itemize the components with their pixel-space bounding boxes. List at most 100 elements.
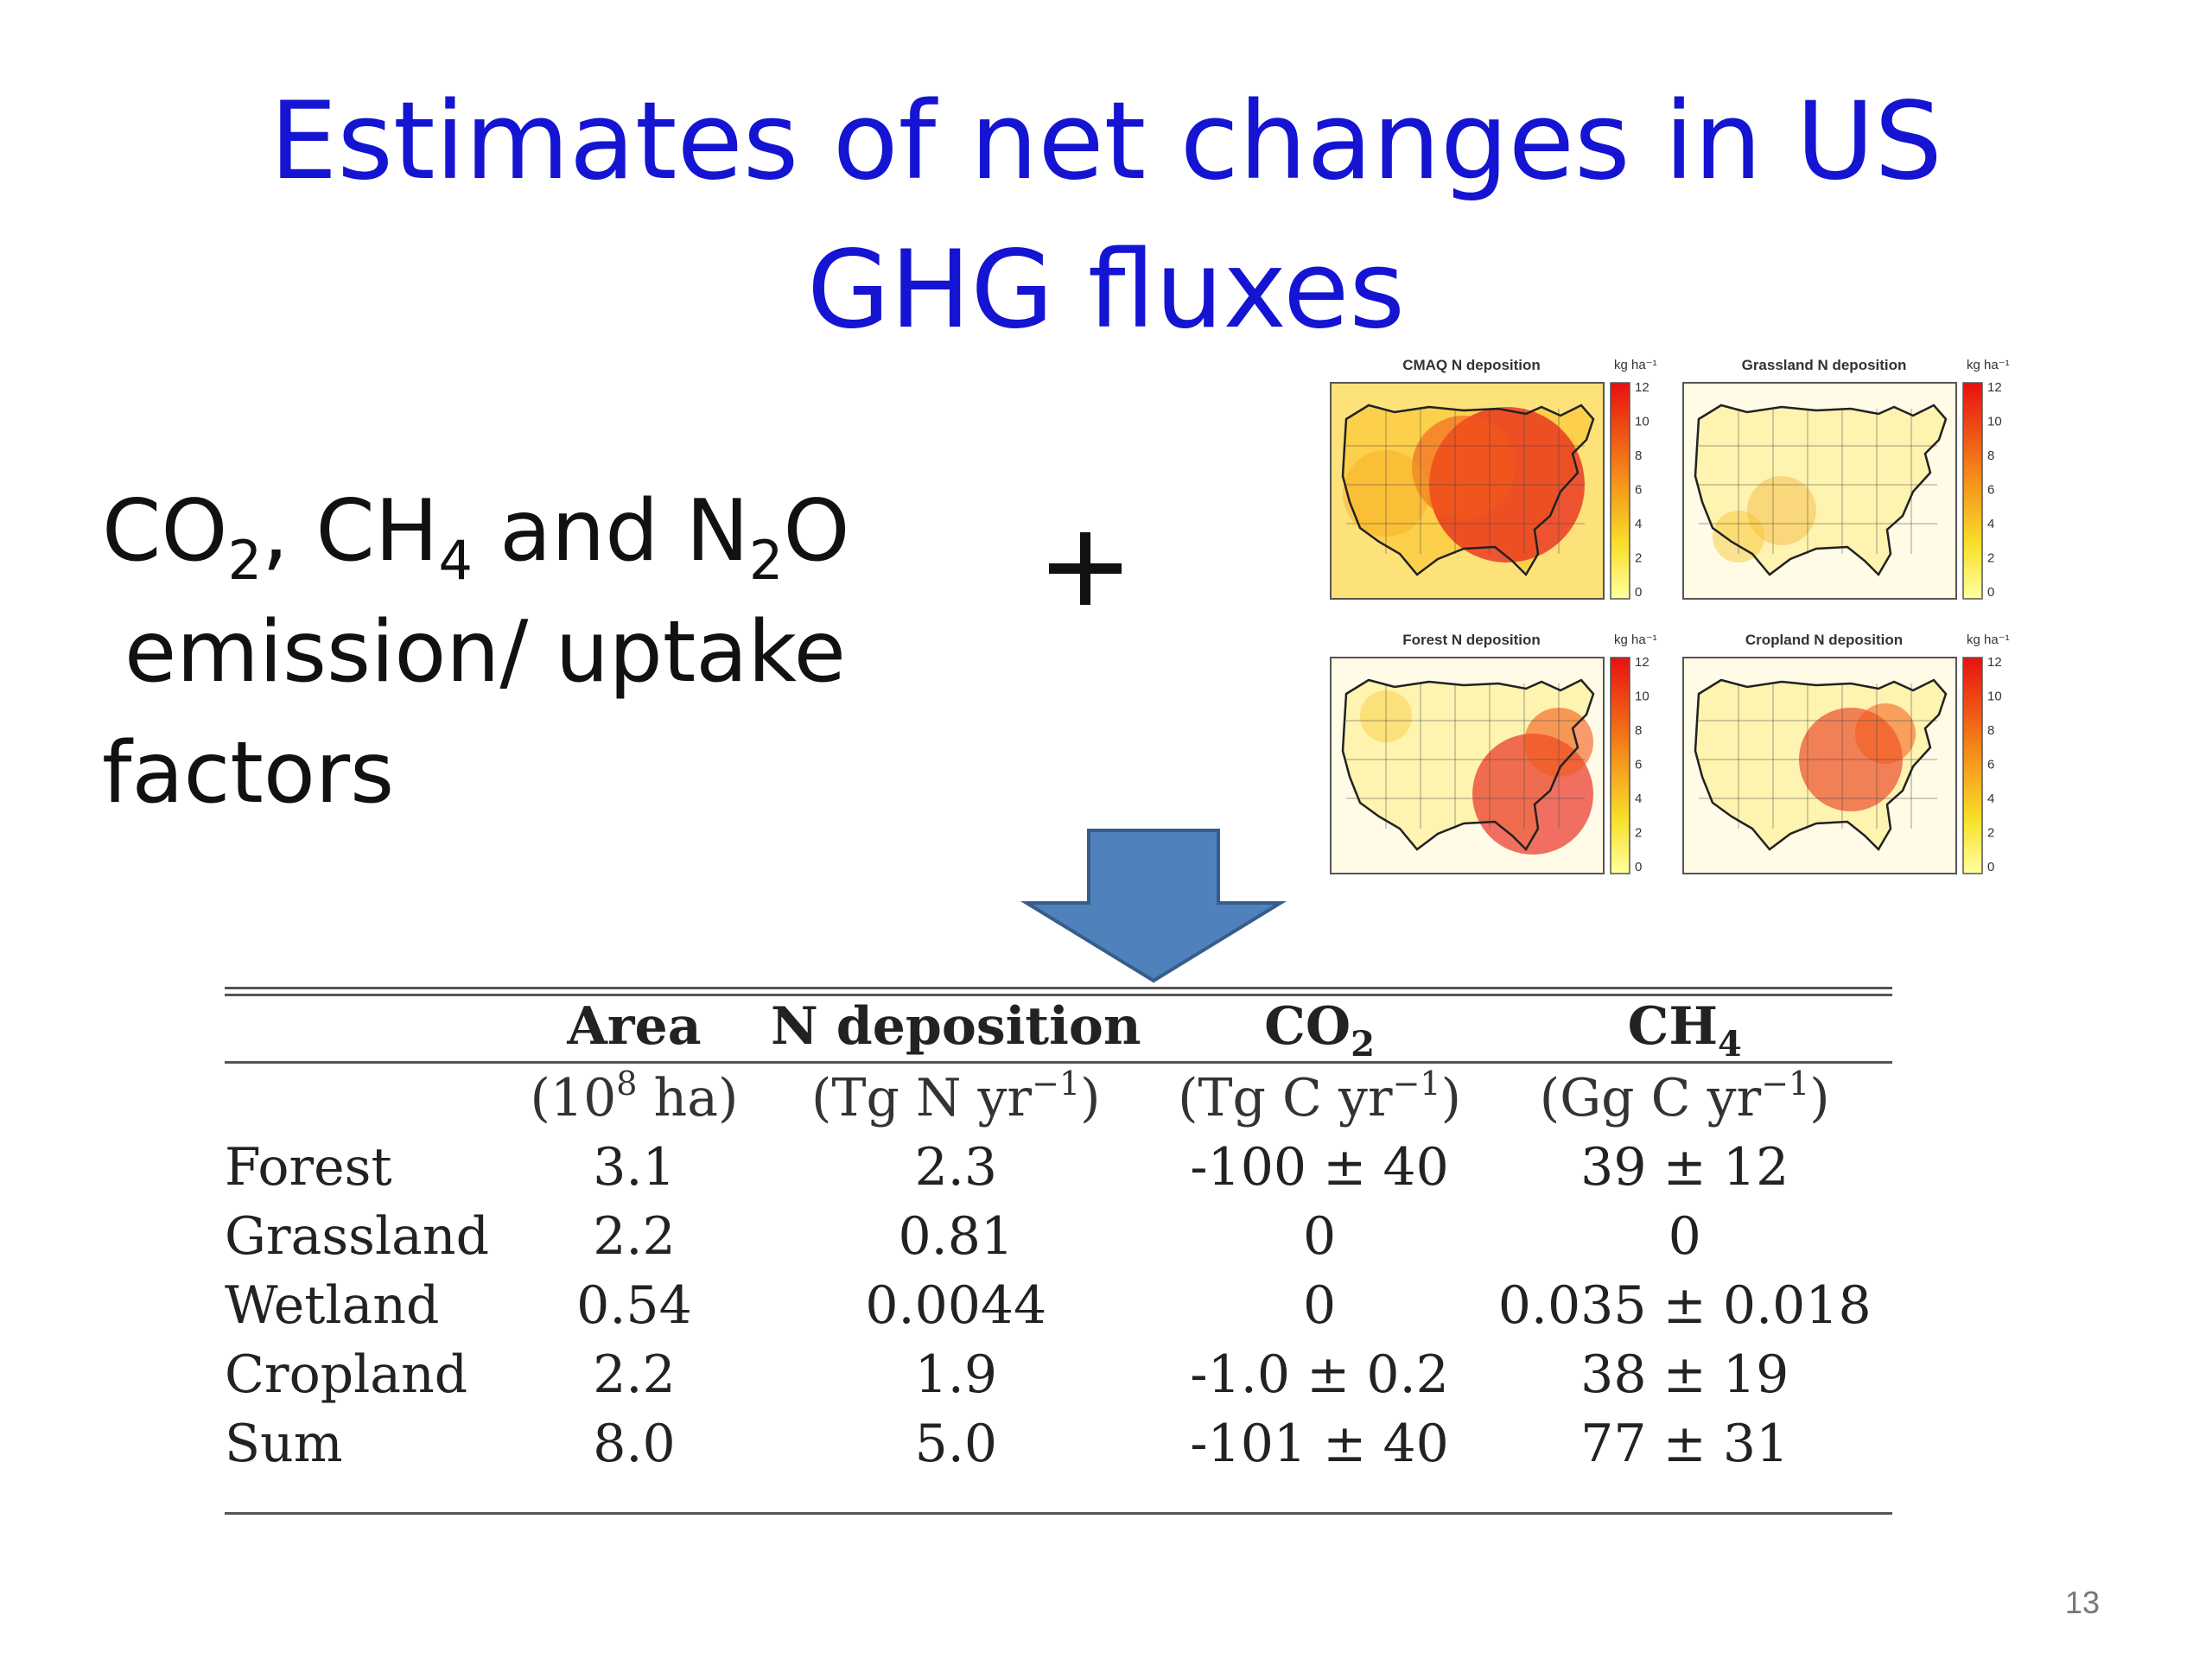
table-units-row: (108 ha) (Tg N yr−1) (Tg C yr−1) (Gg C y… [225, 1063, 1892, 1134]
table-row: Sum 8.0 5.0 -101 ± 40 77 ± 31 [225, 1409, 1892, 1478]
cell-area: 3.1 [593, 1137, 676, 1198]
table-header-row: Area N deposition CO2 CH4 [225, 992, 1892, 1063]
colorbar-tick-label: 4 [1987, 517, 1994, 531]
cell-ch4: 0.035 ± 0.018 [1497, 1275, 1872, 1336]
row-name: Grassland [225, 1206, 489, 1267]
map-title: CMAQ N deposition [1402, 357, 1541, 373]
colorbar-tick-label: 2 [1987, 551, 1994, 566]
cell-area: 2.2 [593, 1206, 676, 1267]
map-grassland: Grassland N deposition kg ha⁻¹ 12 10 8 6 4 2 0 [1681, 350, 2031, 609]
cell-co2: 0 [1302, 1206, 1337, 1267]
flux-table-wrap: Area N deposition CO2 CH4 (108 ha) (Tg N… [225, 987, 1892, 1515]
header-ndep: N deposition [771, 996, 1141, 1057]
colorbar-tick-label: 6 [1987, 483, 1994, 498]
us-map-graphic: 12 10 8 6 4 2 0 [1682, 381, 2002, 600]
gases-line: CO2, CH4 and N2O [102, 482, 850, 592]
emission-uptake-line: emission/ uptake [124, 603, 846, 702]
header-area: Area [567, 996, 702, 1057]
map-unit: kg ha⁻¹ [1967, 358, 2010, 372]
table-bottom-rule [225, 1512, 1892, 1515]
cell-ch4: 39 ± 12 [1580, 1137, 1789, 1198]
map-cropland: Cropland N deposition kg ha⁻¹ 12 10 8 6 4 2 0 [1681, 625, 2031, 884]
cell-ndep: 0.81 [898, 1206, 1014, 1267]
slide-title-line2: GHG fluxes [807, 228, 1405, 353]
map-unit: kg ha⁻¹ [1614, 358, 1657, 372]
page-number: 13 [2065, 1585, 2101, 1620]
unit-ch4: (Gg C yr−1) [1539, 1065, 1830, 1128]
colorbar-tick-label: 4 [1635, 791, 1642, 806]
map-title: Cropland N deposition [1745, 632, 1904, 648]
slide-title-line1: Estimates of net changes in US [270, 79, 1942, 204]
down-arrow-icon [1020, 829, 1287, 983]
us-map-graphic: 12 10 8 6 4 2 0 [1330, 381, 1649, 600]
cell-area: 2.2 [593, 1344, 676, 1405]
map-unit: kg ha⁻¹ [1614, 632, 1657, 647]
cell-co2: 0 [1302, 1275, 1337, 1336]
colorbar-tick-label: 8 [1987, 448, 1994, 463]
colorbar-tick-label: 6 [1635, 758, 1642, 772]
row-name: Forest [225, 1137, 392, 1198]
map-unit: kg ha⁻¹ [1967, 632, 2010, 647]
colorbar-tick-label: 2 [1635, 551, 1642, 566]
units-empty [225, 1063, 518, 1134]
colorbar-tick-label: 0 [1987, 585, 1994, 600]
emission-factors-text: CO2, CH4 and N2O emission/ uptake factor… [102, 471, 850, 834]
table-row: Forest 3.1 2.3 -100 ± 40 39 ± 12 [225, 1133, 1892, 1202]
row-name: Cropland [225, 1344, 468, 1405]
table-row: Grassland 2.2 0.81 0 0 [225, 1202, 1892, 1271]
colorbar-tick-label: 10 [1987, 415, 2002, 429]
colorbar-tick-label: 10 [1635, 415, 1649, 429]
table-row: Wetland 0.54 0.0044 0 0.035 ± 0.018 [225, 1271, 1892, 1340]
table-top-rule-2 [225, 994, 1892, 996]
colorbar-tick-label: 12 [1635, 656, 1649, 670]
cell-ch4: 38 ± 19 [1580, 1344, 1789, 1405]
colorbar-tick-label: 2 [1635, 826, 1642, 841]
cell-ndep: 2.3 [914, 1137, 998, 1198]
colorbar-tick-label: 8 [1987, 723, 1994, 738]
cell-area: 0.54 [576, 1275, 692, 1336]
cell-co2: -100 ± 40 [1190, 1137, 1449, 1198]
us-map-graphic: 12 10 8 6 4 2 0 [1682, 656, 2002, 874]
colorbar-tick-label: 4 [1987, 791, 1994, 806]
cell-ch4: 0 [1668, 1206, 1701, 1267]
colorbar-tick-label: 12 [1987, 381, 2002, 395]
colorbar-tick-label: 12 [1987, 656, 2002, 670]
colorbar-tick-label: 0 [1635, 860, 1642, 874]
unit-ndep: (Tg N yr−1) [811, 1065, 1101, 1128]
cell-ndep: 1.9 [914, 1344, 998, 1405]
header-ch4: CH4 [1627, 996, 1742, 1065]
colorbar-tick-label: 4 [1635, 517, 1642, 531]
colorbar-tick-label: 12 [1635, 381, 1649, 395]
colorbar-tick-label: 2 [1987, 826, 1994, 841]
colorbar-tick-label: 6 [1635, 483, 1642, 498]
row-name: Sum [225, 1414, 343, 1474]
header-co2: CO2 [1264, 996, 1375, 1065]
table-top-rule [225, 987, 1892, 989]
unit-area: (108 ha) [530, 1065, 739, 1128]
colorbar-tick-label: 8 [1635, 723, 1642, 738]
row-name: Wetland [225, 1275, 440, 1336]
flux-table: Area N deposition CO2 CH4 (108 ha) (Tg N… [225, 992, 1892, 1478]
cell-co2: -1.0 ± 0.2 [1190, 1344, 1449, 1405]
cell-co2: -101 ± 40 [1190, 1414, 1449, 1474]
table-row: Cropland 2.2 1.9 -1.0 ± 0.2 38 ± 19 [225, 1340, 1892, 1409]
slide-title: Estimates of net changes in US GHG fluxe… [0, 67, 2212, 365]
map-title: Forest N deposition [1402, 632, 1541, 648]
map-title: Grassland N deposition [1741, 357, 1907, 373]
colorbar-tick-label: 0 [1635, 585, 1642, 600]
cell-ndep: 0.0044 [865, 1275, 1047, 1336]
cell-area: 8.0 [593, 1414, 676, 1474]
n-deposition-maps: CMAQ N deposition kg ha⁻¹ 12 10 8 6 4 2 0 Gras… [1329, 350, 2037, 886]
map-cmaq: CMAQ N deposition kg ha⁻¹ 12 10 8 6 4 2 0 [1329, 350, 1678, 609]
header-empty [225, 992, 518, 1063]
factors-line: factors [102, 724, 395, 823]
colorbar-tick-label: 8 [1635, 448, 1642, 463]
colorbar-tick-label: 10 [1635, 690, 1649, 704]
map-forest: Forest N deposition kg ha⁻¹ 12 10 8 6 4 2 0 [1329, 625, 1678, 884]
unit-co2: (Tg C yr−1) [1178, 1065, 1462, 1128]
cell-ndep: 5.0 [914, 1414, 998, 1474]
plus-icon [1042, 525, 1128, 612]
cell-ch4: 77 ± 31 [1580, 1414, 1789, 1474]
colorbar-tick-label: 0 [1987, 860, 1994, 874]
colorbar-tick-label: 6 [1987, 758, 1994, 772]
